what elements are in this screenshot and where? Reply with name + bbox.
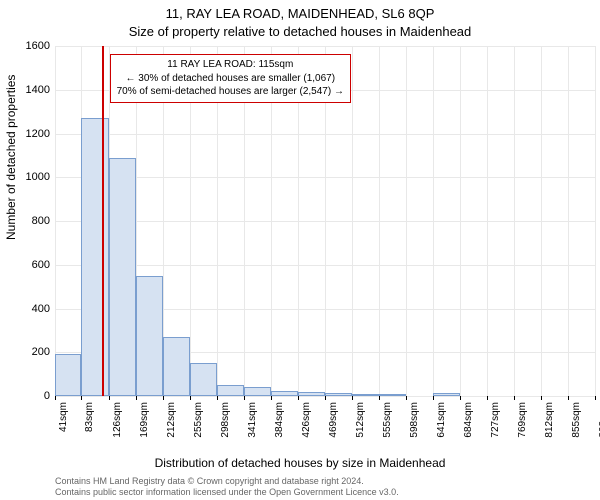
histogram-bar: [190, 363, 217, 396]
y-tick-label: 200: [10, 346, 50, 358]
histogram-bar: [298, 392, 325, 396]
gridline-v: [541, 46, 542, 396]
annotation-box: 11 RAY LEA ROAD: 115sqm← 30% of detached…: [110, 54, 351, 103]
histogram-bar: [81, 118, 108, 396]
annotation-line-1: 11 RAY LEA ROAD: 115sqm: [117, 58, 344, 72]
histogram-bar: [271, 391, 297, 396]
footer-attribution: Contains HM Land Registry data © Crown c…: [55, 476, 595, 499]
histogram-bar: [136, 276, 163, 396]
x-tick-mark: [487, 396, 488, 400]
x-tick-mark: [541, 396, 542, 400]
x-tick-label: 684sqm: [463, 402, 474, 438]
x-tick-label: 384sqm: [274, 402, 285, 438]
histogram-bar: [55, 354, 81, 396]
y-tick-label: 0: [10, 390, 50, 402]
histogram-bar: [217, 385, 244, 396]
x-axis-label: Distribution of detached houses by size …: [0, 456, 600, 470]
y-tick-label: 1400: [10, 84, 50, 96]
x-tick-mark: [460, 396, 461, 400]
histogram-bar: [352, 394, 379, 396]
x-tick-mark: [109, 396, 110, 400]
x-tick-label: 727sqm: [490, 402, 501, 438]
footer-line-2: Contains public sector information licen…: [55, 487, 595, 498]
y-tick-label: 600: [10, 259, 50, 271]
x-tick-label: 426sqm: [301, 402, 312, 438]
x-tick-mark: [379, 396, 380, 400]
x-tick-label: 255sqm: [193, 402, 204, 438]
x-tick-label: 298sqm: [220, 402, 231, 438]
gridline-v: [595, 46, 596, 396]
annotation-line-3: 70% of semi-detached houses are larger (…: [117, 85, 344, 99]
chart-title-sub: Size of property relative to detached ho…: [0, 24, 600, 39]
histogram-bar: [109, 158, 136, 396]
x-tick-mark: [271, 396, 272, 400]
x-tick-label: 212sqm: [166, 402, 177, 438]
x-tick-mark: [325, 396, 326, 400]
x-tick-mark: [406, 396, 407, 400]
gridline-v: [514, 46, 515, 396]
chart-title-address: 11, RAY LEA ROAD, MAIDENHEAD, SL6 8QP: [0, 6, 600, 21]
y-tick-label: 1600: [10, 40, 50, 52]
chart-container: 11, RAY LEA ROAD, MAIDENHEAD, SL6 8QP Si…: [0, 0, 600, 500]
plot-area: 11 RAY LEA ROAD: 115sqm← 30% of detached…: [55, 46, 595, 396]
gridline-v: [487, 46, 488, 396]
gridline-v: [568, 46, 569, 396]
gridline-v: [379, 46, 380, 396]
x-tick-label: 855sqm: [571, 402, 582, 438]
annotation-line-2: ← 30% of detached houses are smaller (1,…: [117, 72, 344, 86]
histogram-bar: [163, 337, 190, 396]
histogram-bar: [325, 393, 352, 396]
x-tick-mark: [136, 396, 137, 400]
x-tick-mark: [55, 396, 56, 400]
property-marker-line: [102, 46, 104, 396]
gridline-v: [352, 46, 353, 396]
y-tick-label: 1200: [10, 128, 50, 140]
x-tick-mark: [81, 396, 82, 400]
y-tick-label: 400: [10, 303, 50, 315]
histogram-bar: [244, 387, 271, 396]
histogram-bar: [379, 394, 406, 396]
x-tick-mark: [595, 396, 596, 400]
x-tick-label: 598sqm: [409, 402, 420, 438]
x-tick-mark: [514, 396, 515, 400]
x-tick-label: 341sqm: [247, 402, 258, 438]
histogram-bar: [433, 393, 460, 396]
x-tick-label: 769sqm: [517, 402, 528, 438]
x-tick-label: 812sqm: [544, 402, 555, 438]
gridline-v: [433, 46, 434, 396]
x-tick-mark: [217, 396, 218, 400]
x-tick-label: 83sqm: [84, 402, 95, 432]
x-tick-label: 469sqm: [328, 402, 339, 438]
x-tick-mark: [352, 396, 353, 400]
x-tick-label: 41sqm: [58, 402, 69, 432]
x-tick-label: 126sqm: [112, 402, 123, 438]
x-tick-label: 641sqm: [436, 402, 447, 438]
gridline-v: [55, 46, 56, 396]
x-tick-label: 512sqm: [355, 402, 366, 438]
x-tick-mark: [244, 396, 245, 400]
gridline-v: [460, 46, 461, 396]
y-tick-label: 1000: [10, 171, 50, 183]
x-tick-mark: [568, 396, 569, 400]
x-tick-mark: [433, 396, 434, 400]
x-tick-mark: [190, 396, 191, 400]
footer-line-1: Contains HM Land Registry data © Crown c…: [55, 476, 595, 487]
x-tick-label: 169sqm: [139, 402, 150, 438]
gridline-v: [406, 46, 407, 396]
x-tick-mark: [298, 396, 299, 400]
x-tick-mark: [163, 396, 164, 400]
x-tick-label: 555sqm: [382, 402, 393, 438]
y-tick-label: 800: [10, 215, 50, 227]
